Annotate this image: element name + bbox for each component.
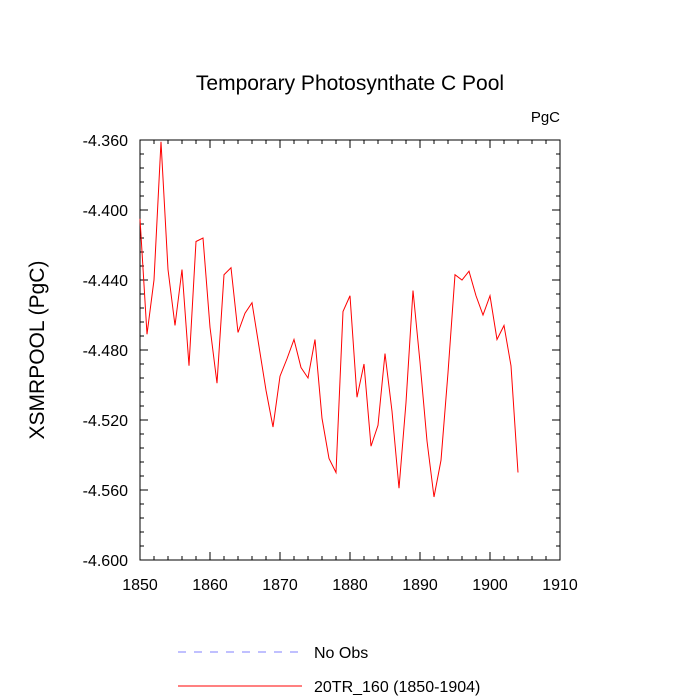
x-tick-label: 1900 xyxy=(472,577,508,594)
legend-label: No Obs xyxy=(314,645,368,662)
y-tick-label: -4.560 xyxy=(83,483,128,500)
x-tick-label: 1890 xyxy=(402,577,438,594)
series-lines xyxy=(139,141,519,498)
series-line xyxy=(139,141,519,498)
legend-label: 20TR_160 (1850-1904) xyxy=(314,679,480,696)
plot-frame xyxy=(139,139,561,561)
y-tick-label: -4.440 xyxy=(83,273,128,290)
x-tick-label: 1860 xyxy=(192,577,228,594)
units-label: PgC xyxy=(531,109,560,126)
chart-title: Temporary Photosynthate C Pool xyxy=(196,72,504,95)
y-tick-label: -4.480 xyxy=(83,343,128,360)
y-tick-label: -4.600 xyxy=(83,553,128,570)
x-tick-label: 1850 xyxy=(122,577,158,594)
y-tick-labels: -4.600 -4.560 -4.520 -4.480 -4.440 -4.400 -4.3… xyxy=(83,133,128,570)
x-tick-labels: 1850 1860 1870 1880 1890 1900 1910 xyxy=(122,577,578,594)
y-tick-label: -4.360 xyxy=(83,133,128,150)
x-tick-label: 1870 xyxy=(262,577,298,594)
y-tick-label: -4.520 xyxy=(83,413,128,430)
x-tick-label: 1910 xyxy=(542,577,578,594)
legend: No Obs 20TR_160 (1850-1904) xyxy=(178,645,480,696)
y-tick-label: -4.400 xyxy=(83,203,128,220)
x-tick-label: 1880 xyxy=(332,577,368,594)
y-axis-label: XSMRPOOL (PgC) xyxy=(26,261,49,440)
axis-ticks xyxy=(139,139,561,561)
